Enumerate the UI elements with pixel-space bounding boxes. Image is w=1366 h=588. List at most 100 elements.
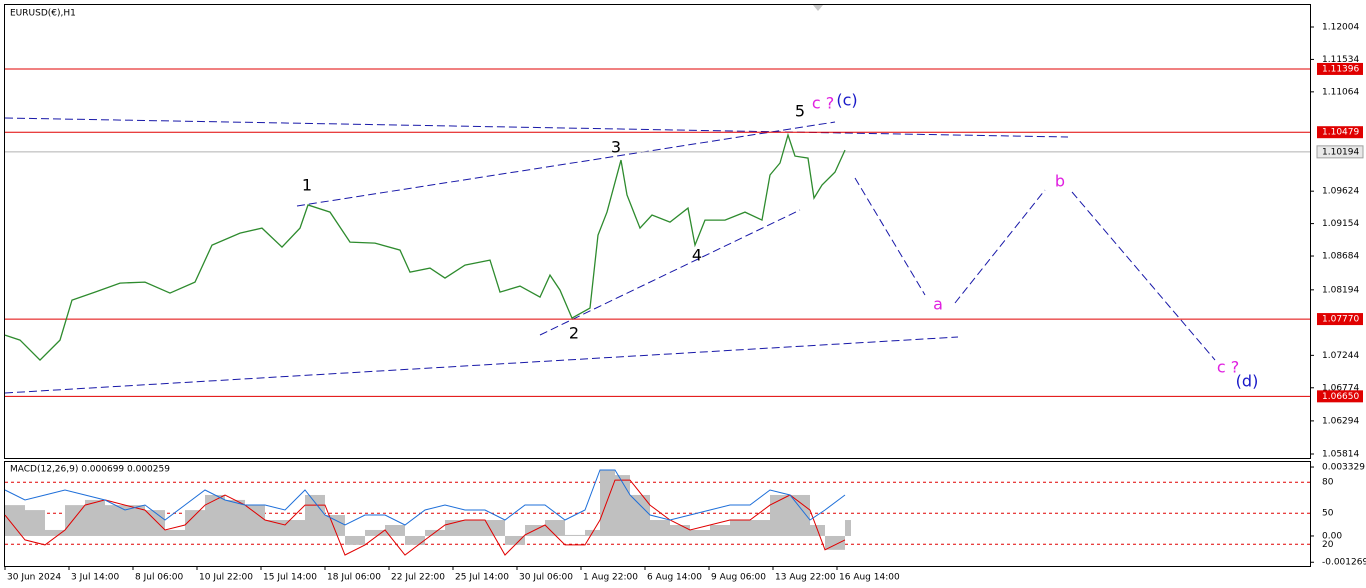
macd-bar xyxy=(565,534,585,536)
macd-bar xyxy=(750,520,770,536)
trend-lines xyxy=(4,117,1216,394)
macd-bar xyxy=(730,520,750,536)
level-box xyxy=(1317,313,1363,326)
macd-bar xyxy=(845,520,851,536)
macd-bar xyxy=(325,515,345,536)
wave-label: 4 xyxy=(692,246,702,265)
last-price-label: 1.10194 xyxy=(1322,147,1359,157)
macd-title: MACD(12,26,9) 0.000699 0.000259 xyxy=(10,465,170,475)
macd-bar xyxy=(125,505,145,536)
macd-bar xyxy=(405,535,425,545)
macd-bar xyxy=(825,535,845,550)
y-tick-label: 0.00 xyxy=(1322,531,1342,541)
y2-tick-label: 80 xyxy=(1322,478,1334,488)
y2-tick-label: 50 xyxy=(1322,509,1334,519)
y2-tick-label: 20 xyxy=(1322,540,1334,550)
macd-bar xyxy=(630,494,650,536)
y-tick-label: 1.12004 xyxy=(1322,23,1359,33)
level-label: 1.07770 xyxy=(1322,315,1359,325)
projection-line xyxy=(1071,191,1216,361)
macd-bar xyxy=(305,494,325,536)
x-tick-label: 15 Jul 14:00 xyxy=(263,573,317,583)
y-tick-label: 1.11534 xyxy=(1322,55,1359,65)
macd-bar xyxy=(205,494,225,536)
macd-bar xyxy=(185,510,205,536)
macd-bar xyxy=(65,505,85,536)
y-tick-label: 1.06774 xyxy=(1322,383,1359,393)
projection-line xyxy=(954,189,1046,304)
macd-bar xyxy=(365,529,385,536)
macd-bar xyxy=(670,524,690,536)
macd-bar xyxy=(145,510,165,536)
x-tick-label: 16 Aug 14:00 xyxy=(839,573,900,583)
macd-bar xyxy=(45,529,65,536)
wave-label: c ? xyxy=(812,94,834,113)
level-box xyxy=(1317,62,1363,75)
x-tick-label: 30 Jul 06:00 xyxy=(519,573,573,583)
last-price-box xyxy=(1316,145,1364,159)
macd-bar xyxy=(105,505,125,536)
x-tick-label: 30 Jun 2024 xyxy=(7,573,61,583)
level-label: 1.06650 xyxy=(1322,392,1359,402)
macd-bar xyxy=(345,535,365,545)
shift-marker xyxy=(813,5,823,11)
y-tick-label: 0.003329 xyxy=(1322,463,1365,473)
macd-bar xyxy=(5,505,25,536)
macd-bar xyxy=(25,510,45,536)
macd-bar xyxy=(465,520,485,536)
y-tick-label: 1.08194 xyxy=(1322,285,1359,295)
macd-bar xyxy=(85,499,105,536)
trend-line xyxy=(296,121,836,207)
wave-label: 5 xyxy=(795,102,805,121)
projection-line xyxy=(854,177,926,296)
x-tick-label: 3 Jul 14:00 xyxy=(71,573,120,583)
wave-label: 3 xyxy=(611,138,621,157)
wave-label: a xyxy=(933,295,943,314)
y-tick-label: 1.09624 xyxy=(1322,187,1359,197)
trend-line xyxy=(4,336,959,394)
wave-label: c ? xyxy=(1217,358,1239,377)
level-label: 1.11396 xyxy=(1322,64,1359,74)
main-panel xyxy=(4,4,1311,459)
macd-bar xyxy=(245,505,265,536)
price-line xyxy=(4,132,846,362)
y-tick-label: -0.001269 xyxy=(1322,558,1366,568)
macd-bar xyxy=(770,494,790,536)
macd-bar xyxy=(385,524,405,536)
wave-label: (c) xyxy=(836,91,857,110)
macd-bar xyxy=(600,470,615,536)
wave-label: (d) xyxy=(1236,372,1259,391)
macd-bar xyxy=(650,520,670,536)
x-tick-label: 9 Aug 06:00 xyxy=(711,573,766,583)
macd-bar xyxy=(505,535,525,545)
y-tick-label: 1.06294 xyxy=(1322,416,1359,426)
indicator-line xyxy=(4,469,846,526)
x-tick-label: 25 Jul 14:00 xyxy=(455,573,509,583)
chart-title: EURUSD(€),H1 xyxy=(10,9,76,19)
macd-bar xyxy=(690,529,710,536)
macd-bar xyxy=(165,529,185,536)
y-tick-label: 1.08684 xyxy=(1322,252,1359,262)
macd-bar xyxy=(485,520,505,536)
trend-line xyxy=(539,209,801,336)
macd-bar xyxy=(710,524,730,536)
macd-bar xyxy=(225,499,245,536)
x-tick-label: 1 Aug 22:00 xyxy=(583,573,638,583)
y-tick-label: 1.07244 xyxy=(1322,351,1359,361)
wave-label: b xyxy=(1055,172,1065,191)
indicator-line xyxy=(4,479,846,556)
y-tick-label: 1.11064 xyxy=(1322,87,1359,97)
macd-bar xyxy=(545,520,565,536)
macd-bar xyxy=(285,520,305,536)
macd-bar xyxy=(615,475,630,536)
x-tick-label: 22 Jul 22:00 xyxy=(391,573,445,583)
x-tick-label: 8 Jul 06:00 xyxy=(135,573,184,583)
level-label: 1.10479 xyxy=(1322,128,1359,138)
wave-label: 1 xyxy=(302,176,312,195)
wave-label: 2 xyxy=(569,324,579,343)
x-tick-label: 18 Jul 06:00 xyxy=(327,573,381,583)
y-tick-label: 1.05814 xyxy=(1322,449,1359,459)
y-tick-label: 1.09154 xyxy=(1322,219,1359,229)
macd-bar xyxy=(790,494,810,536)
